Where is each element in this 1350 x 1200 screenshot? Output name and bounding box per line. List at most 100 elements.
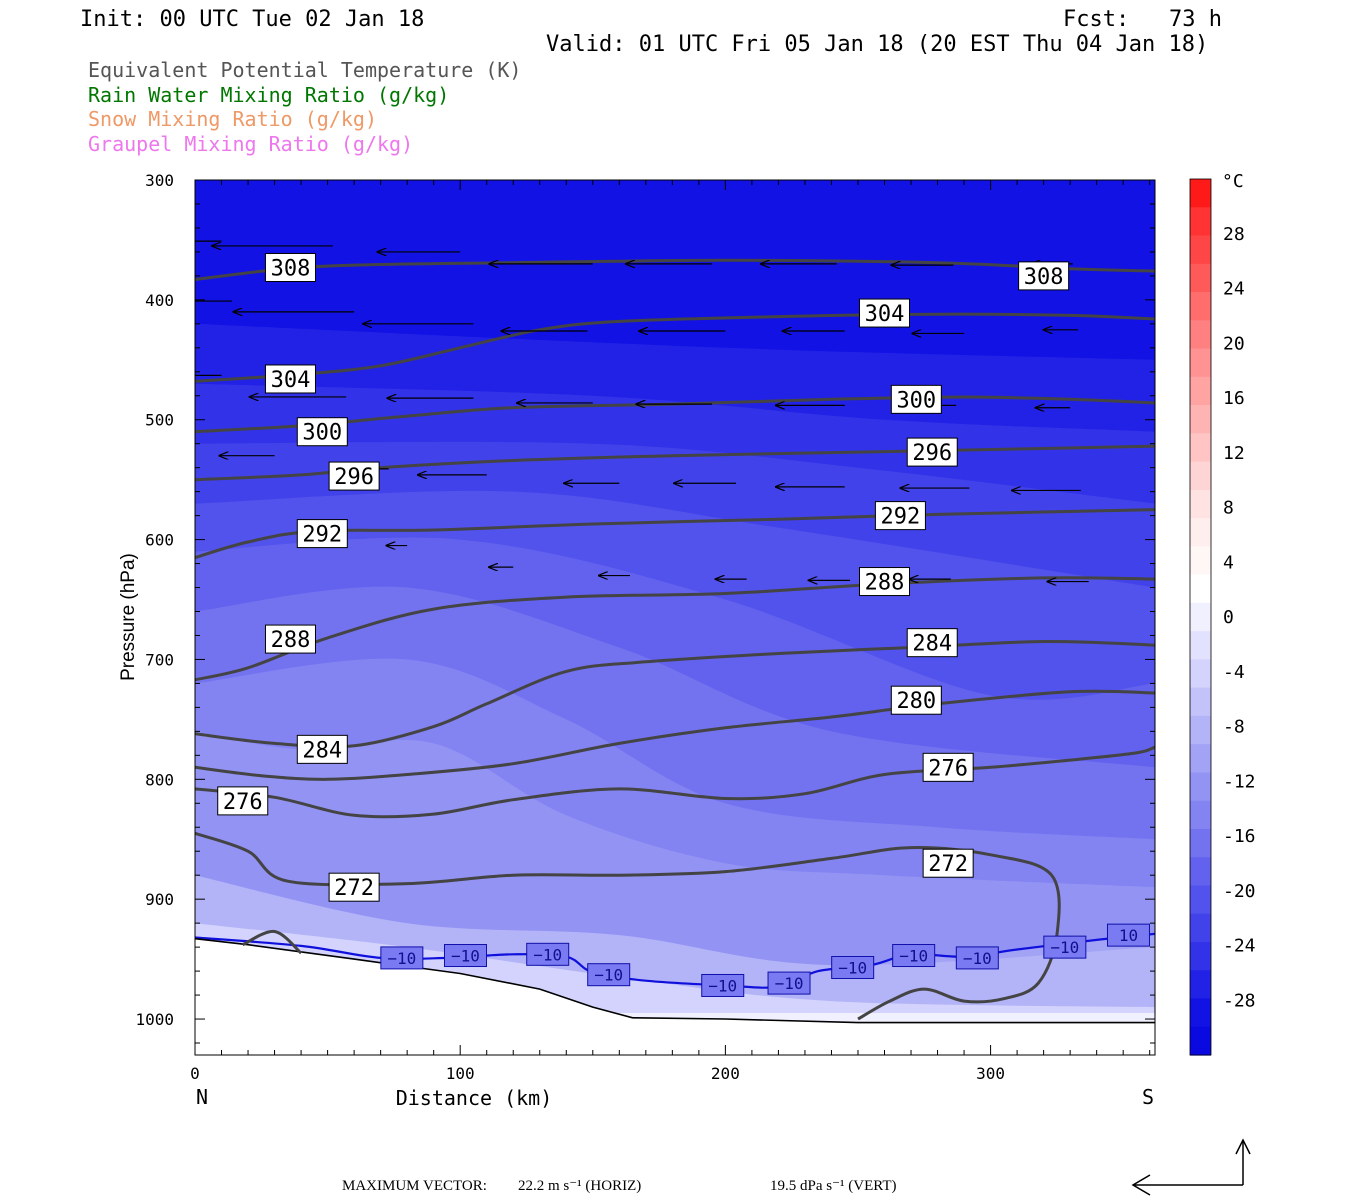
colorbar-label: -16: [1223, 826, 1256, 847]
x-tick-label: 100: [446, 1064, 475, 1083]
colorbar-segment: [1190, 715, 1211, 745]
colorbar-segment: [1190, 348, 1211, 378]
theta-e-contour-304: [195, 312, 1155, 383]
y-tick-label: 500: [145, 411, 174, 430]
svg-text:10: 10: [1119, 926, 1138, 945]
field-label-graupel: Graupel Mixing Ratio (g/kg): [88, 132, 413, 156]
colorbar-segment: [1190, 631, 1211, 660]
svg-text:272: 272: [334, 876, 374, 901]
y-tick-label: 700: [145, 650, 174, 669]
theta-e-label-292: 292: [874, 501, 926, 531]
y-tick-label: 1000: [135, 1010, 174, 1029]
isotherm-label-minus10: −10: [380, 946, 424, 970]
svg-text:292: 292: [881, 505, 921, 530]
colorbar-label: 28: [1223, 224, 1245, 245]
isotherm-label-minus10: −10: [767, 971, 811, 995]
svg-text:284: 284: [912, 632, 952, 657]
svg-text:−10: −10: [838, 959, 867, 978]
colorbar-segment: [1190, 489, 1211, 519]
colorbar-segment: [1190, 263, 1211, 293]
isotherm-label-minus10: −10: [701, 973, 745, 997]
svg-text:−10: −10: [775, 974, 804, 993]
isotherm-label-minus10: −10: [831, 956, 875, 979]
svg-text:−10: −10: [963, 949, 992, 968]
svg-text:−10: −10: [899, 947, 928, 966]
plot-frame: [194, 179, 1156, 1056]
x-tick-label: 0: [190, 1064, 200, 1083]
y-tick-label: 900: [145, 890, 174, 909]
colorbar-segment: [1190, 800, 1211, 830]
max-vector-arrow-icon: [1131, 1138, 1251, 1196]
colorbar-frame: [1189, 178, 1212, 1056]
colorbar-label: -12: [1223, 771, 1256, 792]
colorbar-label: -28: [1223, 990, 1256, 1011]
theta-e-label-284: 284: [906, 628, 958, 658]
theta-e-label-304: 304: [264, 364, 316, 394]
theta-e-label-276: 276: [217, 786, 269, 816]
svg-text:304: 304: [271, 368, 311, 393]
theta-e-contour-296: [195, 444, 1155, 482]
theta-e-label-288: 288: [264, 624, 316, 654]
theta-e-contour-280: [195, 689, 1155, 781]
theta-e-label-292: 292: [296, 519, 348, 549]
y-tick-label: 600: [145, 531, 174, 550]
svg-text:−10: −10: [708, 976, 737, 995]
colorbar-label: 12: [1223, 443, 1245, 464]
svg-text:296: 296: [912, 441, 952, 466]
max-vector-horizontal: 22.2 m s⁻¹ (HORIZ): [518, 1178, 641, 1194]
svg-text:304: 304: [865, 302, 905, 327]
svg-text:272: 272: [928, 852, 968, 877]
max-vector-vertical: 19.5 dPa s⁻¹ (VERT): [770, 1178, 897, 1194]
colorbar-label: -8: [1223, 717, 1245, 738]
colorbar-segment: [1190, 179, 1211, 208]
terrain: [195, 937, 1155, 1055]
x-axis-label: Distance (km): [396, 1086, 553, 1110]
isotherm-label-minus10: −10: [955, 946, 999, 970]
isotherm-label-minus10: −10: [443, 944, 487, 968]
svg-text:296: 296: [334, 465, 374, 490]
colorbar-label: 8: [1223, 498, 1234, 519]
isotherm-label-minus10: −10: [1043, 935, 1087, 959]
colorbar-segment: [1190, 941, 1211, 971]
temperature-colorbar: 28 24 20 16 12 8 4 0 -4 -8 -12 -16 -20 -24 -28: [1189, 178, 1256, 1056]
colorbar-label: 4: [1223, 552, 1234, 573]
field-label-rain: Rain Water Mixing Ratio (g/kg): [88, 83, 449, 107]
colorbar-segment: [1190, 461, 1211, 491]
colorbar-label: 24: [1223, 279, 1245, 300]
colorbar-label: -20: [1223, 881, 1256, 902]
theta-e-label-300: 300: [890, 384, 942, 414]
svg-text:300: 300: [302, 421, 342, 446]
colorbar-label: 0: [1223, 607, 1234, 628]
svg-text:284: 284: [302, 738, 342, 763]
theta-e-label-296: 296: [906, 437, 958, 467]
colorbar-segment: [1190, 518, 1211, 547]
theta-e-contour-292: [195, 508, 1155, 560]
theta-e-label-272: 272: [922, 848, 974, 878]
x-tick-label: 300: [976, 1064, 1005, 1083]
field-label-theta-e: Equivalent Potential Temperature (K): [88, 58, 521, 82]
theta-e-label-308: 308: [264, 253, 316, 282]
wind-vectors: [195, 240, 1089, 581]
svg-text:276: 276: [928, 756, 968, 781]
forecast-hour: Fcst: 73 h: [1063, 7, 1222, 32]
svg-text:292: 292: [302, 523, 342, 548]
theta-e-contour-268: [242, 929, 303, 955]
field-label-snow: Snow Mixing Ratio (g/kg): [88, 107, 377, 131]
isotherm-label-minus10: −10: [526, 942, 570, 966]
colorbar-segment: [1190, 998, 1211, 1028]
theta-e-contour-276: [195, 745, 1155, 819]
colorbar-segment: [1190, 828, 1211, 858]
colorbar-segment: [1190, 574, 1211, 604]
colorbar-label: 16: [1223, 388, 1245, 409]
contour-labels: 308 308 304 304 300 300 296 296 292 292 288 288 284 2…: [217, 253, 1150, 997]
theta-e-label-300: 300: [296, 417, 348, 447]
max-vector-label: MAXIMUM VECTOR:: [342, 1178, 487, 1194]
colorbar-label: -24: [1223, 936, 1256, 957]
theta-e-contour-272: [195, 831, 1061, 1021]
colorbar-segment: [1190, 687, 1211, 717]
colorbar-label: -4: [1223, 662, 1245, 683]
colorbar-segment: [1190, 292, 1211, 321]
colorbar-segment: [1190, 857, 1211, 887]
terrain-line: [195, 937, 1155, 1024]
